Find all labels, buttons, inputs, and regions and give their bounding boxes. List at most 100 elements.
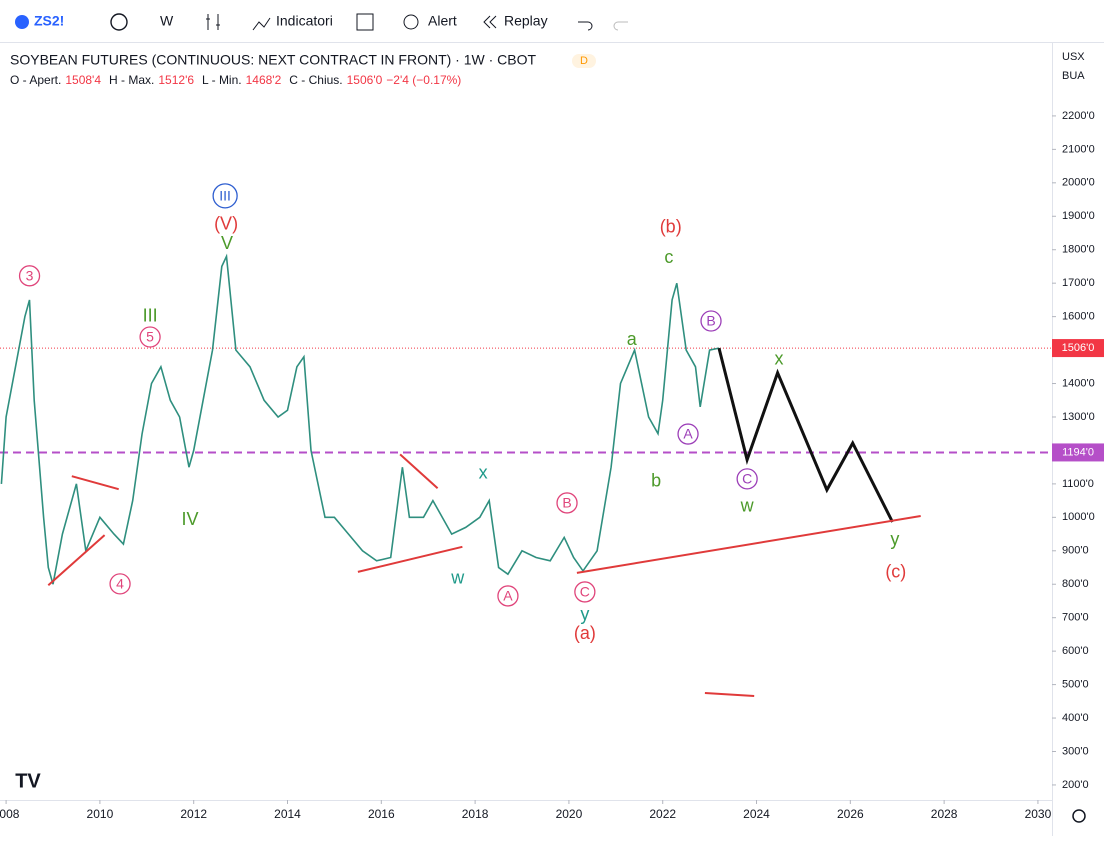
- drawing: [357, 545, 463, 573]
- x-tick-label: 2014: [274, 807, 301, 821]
- x-tick-label: 2010: [87, 807, 114, 821]
- ohlc-name: O - Apert.: [10, 73, 61, 87]
- symbol-icon[interactable]: [15, 15, 29, 29]
- wave-label: x: [775, 349, 784, 369]
- replay[interactable]: Replay: [504, 13, 548, 29]
- chart-title: SOYBEAN FUTURES (CONTINUOUS: NEXT CONTRA…: [10, 52, 537, 68]
- x-tick-label: 2030: [1025, 807, 1052, 821]
- wave-label: B: [562, 495, 571, 511]
- symbol[interactable]: ZS2!: [34, 13, 64, 29]
- x-tick-label: 2024: [743, 807, 770, 821]
- interval[interactable]: W: [160, 13, 174, 29]
- wave-label: 4: [116, 576, 124, 592]
- y-tick-label: 1800'0: [1062, 244, 1095, 256]
- y-tick-label: 700'0: [1062, 612, 1089, 624]
- redo[interactable]: [613, 21, 628, 31]
- ohlc-name: H - Max.: [109, 73, 154, 87]
- wave-label: C: [742, 471, 752, 487]
- y-tick-label: 400'0: [1062, 712, 1089, 724]
- ohlc-name: L - Min.: [202, 73, 242, 87]
- wave-label: IV: [181, 509, 198, 529]
- y-tick-label: 500'0: [1062, 678, 1089, 690]
- y-tick-label: 1900'0: [1062, 210, 1095, 222]
- wave-label: a: [627, 329, 638, 349]
- wave-circle: [574, 581, 596, 603]
- y-tick-label: 600'0: [1062, 645, 1089, 657]
- x-tick-label: 2012: [180, 807, 207, 821]
- alert[interactable]: Alert: [428, 13, 457, 29]
- wave-label: y: [890, 529, 899, 549]
- drawing: [71, 475, 119, 491]
- settings[interactable]: [1072, 809, 1086, 823]
- last-price-label: 1506'0: [1062, 342, 1095, 354]
- chart-type[interactable]: [206, 14, 220, 30]
- indicators-icon[interactable]: [252, 17, 271, 31]
- ohlc-change: −2'4 (−0.17%): [386, 73, 461, 87]
- y-tick-label: 1600'0: [1062, 311, 1095, 323]
- wave-circle: [736, 468, 758, 490]
- x-tick-label: 2016: [368, 807, 395, 821]
- x-tick-label: 2028: [931, 807, 958, 821]
- wave-label: 5: [146, 329, 154, 345]
- wave-label: (c): [885, 562, 906, 582]
- y-tick-label: 900'0: [1062, 545, 1089, 557]
- level-label-bg: [1052, 443, 1104, 462]
- wave-label: III: [219, 188, 231, 204]
- undo[interactable]: [578, 21, 593, 31]
- price-line: [0, 253, 720, 585]
- y-tick-label: 800'0: [1062, 578, 1089, 590]
- x-tick-label: 2020: [556, 807, 583, 821]
- wave-label: (V): [214, 214, 238, 234]
- x-tick-label: 2018: [462, 807, 489, 821]
- ohlc-name: C - Chius.: [289, 73, 342, 87]
- drawing: [47, 534, 106, 586]
- add-symbol[interactable]: [110, 13, 128, 31]
- currency[interactable]: USX: [1062, 51, 1085, 63]
- wave-label: x: [479, 463, 488, 483]
- templates[interactable]: [356, 13, 374, 31]
- wave-label: A: [683, 426, 693, 442]
- replay-icon[interactable]: [483, 15, 497, 29]
- wave-circle: [212, 183, 238, 209]
- y-tick-label: 1400'0: [1062, 377, 1095, 389]
- drawing: [576, 515, 921, 574]
- wave-circle: [556, 492, 578, 514]
- wave-label: C: [580, 584, 590, 600]
- ohlc-value: 1468'2: [246, 73, 282, 87]
- y-tick-label: 2100'0: [1062, 143, 1095, 155]
- wave-label: (a): [574, 623, 596, 643]
- drawing: [704, 692, 755, 697]
- wave-circle: [700, 310, 722, 332]
- y-tick-label: 2200'0: [1062, 110, 1095, 122]
- x-tick-label: 2026: [837, 807, 864, 821]
- badge: D: [580, 55, 588, 67]
- wave-circle: [18, 265, 41, 287]
- unit[interactable]: BUA: [1062, 70, 1085, 82]
- wave-label: V: [221, 233, 233, 253]
- wave-circle: [497, 585, 519, 607]
- wave-circle: [677, 423, 699, 445]
- logo[interactable]: TV: [15, 770, 41, 792]
- wave-label: 3: [26, 268, 34, 284]
- y-tick-label: 1000'0: [1062, 511, 1095, 523]
- x-tick-label: 2022: [649, 807, 676, 821]
- wave-label: w: [450, 568, 465, 588]
- drawing: [717, 347, 894, 523]
- y-tick-label: 1300'0: [1062, 411, 1095, 423]
- y-tick-label: 1700'0: [1062, 277, 1095, 289]
- wave-label: B: [706, 313, 715, 329]
- drawing: [399, 453, 439, 489]
- alert-icon[interactable]: [403, 14, 419, 30]
- ohlc-value: 1506'0: [347, 73, 383, 87]
- wave-label: (b): [660, 217, 682, 237]
- wave-circle: [109, 573, 131, 595]
- wave-circle: [139, 326, 161, 348]
- ohlc-value: 1512'6: [158, 73, 194, 87]
- ohlc-value: 1508'4: [65, 73, 101, 87]
- wave-label: y: [580, 604, 589, 624]
- wave-label: III: [143, 306, 158, 326]
- indicators[interactable]: Indicatori: [276, 13, 333, 29]
- last-price-label-bg: [1052, 339, 1104, 358]
